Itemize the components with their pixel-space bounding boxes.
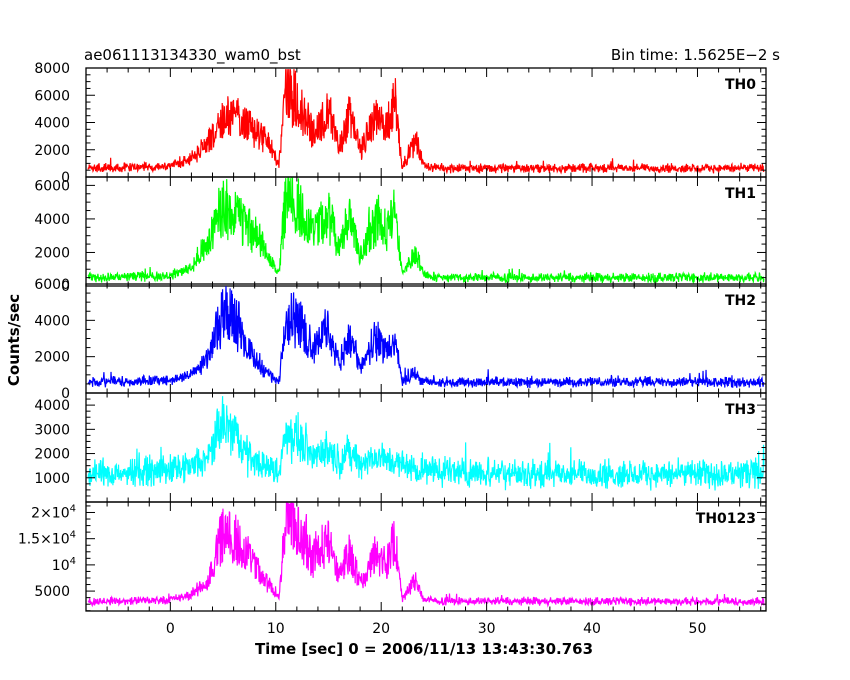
panel-label-th1: TH1 [725,186,756,202]
panel-label-th0: TH0 [725,77,756,93]
y-tick-label: 1000 [34,471,70,487]
y-tick-label: 8000 [34,61,70,77]
panel-frame [85,392,767,503]
y-tick-label: 2000 [34,245,70,261]
series-line-th0 [87,68,765,175]
series-line-th1 [87,177,765,284]
panel-label-th2: TH2 [725,293,756,309]
x-tick-label: 0 [166,621,175,637]
panel-label-th0123: TH0123 [696,511,756,527]
x-tick-label: 40 [583,621,601,637]
y-tick-label: 0 [61,170,70,186]
y-tick-label: 2000 [34,143,70,159]
x-axis-title: Time [sec] 0 = 2006/11/13 13:43:30.763 [255,640,593,658]
panel-frame [85,501,767,612]
y-tick-label: 6000 [34,88,70,104]
series-line-th0123 [87,502,765,608]
y-tick-label: 4000 [34,212,70,228]
panel-th0: 0 2000 4000 6000 8000 TH0 [34,61,767,186]
y-tick-label: 5000 [34,584,70,600]
y-tick-label: 2000 [34,447,70,463]
panel-label-th3: TH3 [725,402,756,418]
y-tick-label: 2000 [34,350,70,366]
chart-title-left: ae061113134330_wam0_bst [84,46,301,65]
panel-th0123: 5000 104 1.5×104 2×104 TH0123 [18,501,767,612]
y-tick-label: 2×104 [31,503,76,521]
y-tick-label: 6000 [34,178,70,194]
y-tick-label: 3000 [34,422,70,438]
panel-th1: 0 2000 4000 6000 TH1 [34,176,767,295]
y-tick-label: 4000 [34,116,70,132]
chart-title-right: Bin time: 1.5625E−2 s [611,46,780,64]
x-tick-label: 50 [689,621,707,637]
series-line-th3 [87,396,765,491]
panel-th2: 0 2000 4000 6000 TH2 [34,277,767,402]
y-tick-label: 6000 [34,277,70,293]
panel-frame [85,176,767,287]
panel-th3: 1000 2000 3000 4000 TH3 [34,392,767,503]
x-tick-label: 30 [478,621,496,637]
y-axis-title: Counts/sec [5,294,23,386]
y-tick-label: 104 [52,556,76,574]
x-tick-label: 10 [267,621,285,637]
x-tick-label: 20 [372,621,390,637]
y-tick-label: 0 [61,386,70,402]
y-tick-label: 0 [61,279,70,295]
y-tick-label: 1.5×104 [18,530,76,548]
y-tick-label: 4000 [34,398,70,414]
series-line-th2 [87,286,765,389]
y-tick-label: 4000 [34,313,70,329]
